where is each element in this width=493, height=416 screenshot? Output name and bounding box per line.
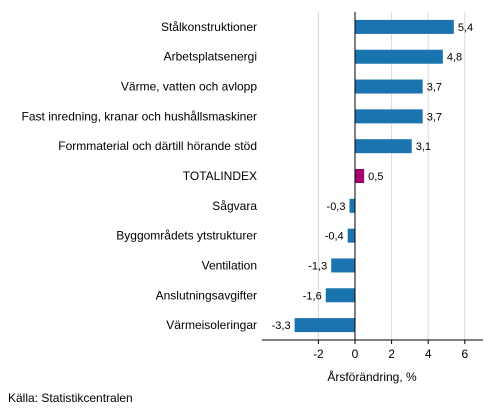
bar bbox=[355, 109, 423, 124]
value-label: -3,3 bbox=[272, 320, 291, 332]
value-label: 3,7 bbox=[427, 111, 442, 123]
value-label: -1,6 bbox=[303, 290, 322, 302]
category-labels: Stålkonstruktioner Arbetsplatsenergi Värme… bbox=[22, 20, 258, 332]
value-label: 3,1 bbox=[416, 141, 431, 153]
category-label: Värme, vatten och avlopp bbox=[121, 80, 257, 94]
x-axis: -2 0 2 4 6 bbox=[262, 12, 483, 361]
category-label: Sågvara bbox=[212, 199, 257, 213]
category-label: Värmeisoleringar bbox=[166, 318, 257, 332]
bar bbox=[347, 228, 355, 243]
bar bbox=[325, 288, 355, 303]
category-label: Byggområdets ytstrukturer bbox=[116, 229, 257, 243]
value-label: -1,3 bbox=[308, 260, 327, 272]
bar bbox=[355, 139, 412, 154]
x-tick-label: -2 bbox=[313, 347, 324, 361]
bar bbox=[331, 258, 355, 273]
bar-chart: Stålkonstruktioner Arbetsplatsenergi Värme… bbox=[22, 12, 483, 384]
category-label: Stålkonstruktioner bbox=[161, 20, 257, 34]
value-label: 5,4 bbox=[458, 22, 473, 34]
value-labels: 5,4 4,8 3,7 3,7 3,1 0,5 -0,3 -0,4 -1,3 -1,6 -3,3 bbox=[272, 22, 473, 332]
x-axis-title: Årsförändring, % bbox=[327, 369, 417, 384]
value-label: -0,4 bbox=[325, 231, 344, 243]
bar bbox=[294, 318, 355, 333]
bar bbox=[355, 19, 454, 34]
category-label: Arbetsplatsenergi bbox=[164, 50, 257, 64]
x-tick-label: 0 bbox=[352, 347, 359, 361]
value-label: 4,8 bbox=[447, 52, 462, 64]
grid-lines bbox=[317, 12, 466, 340]
bar bbox=[355, 79, 423, 94]
category-label: Ventilation bbox=[202, 258, 257, 272]
bar bbox=[355, 49, 443, 64]
category-label: Anslutningsavgifter bbox=[156, 288, 257, 302]
source-note: Källa: Statistikcentralen bbox=[8, 391, 133, 405]
value-label: 3,7 bbox=[427, 82, 442, 94]
value-label: 0,5 bbox=[368, 171, 383, 183]
value-label: -0,3 bbox=[327, 201, 346, 213]
category-label: Formmaterial och därtill hörande stöd bbox=[58, 139, 257, 153]
x-tick-label: 2 bbox=[388, 347, 395, 361]
bar bbox=[355, 169, 365, 183]
bar bbox=[349, 198, 355, 213]
bars bbox=[294, 19, 454, 333]
category-label: Fast inredning, kranar och hushållsmaski… bbox=[22, 109, 257, 123]
x-tick-label: 6 bbox=[461, 347, 468, 361]
x-tick-label: 4 bbox=[425, 347, 432, 361]
category-label: TOTALINDEX bbox=[183, 169, 257, 183]
